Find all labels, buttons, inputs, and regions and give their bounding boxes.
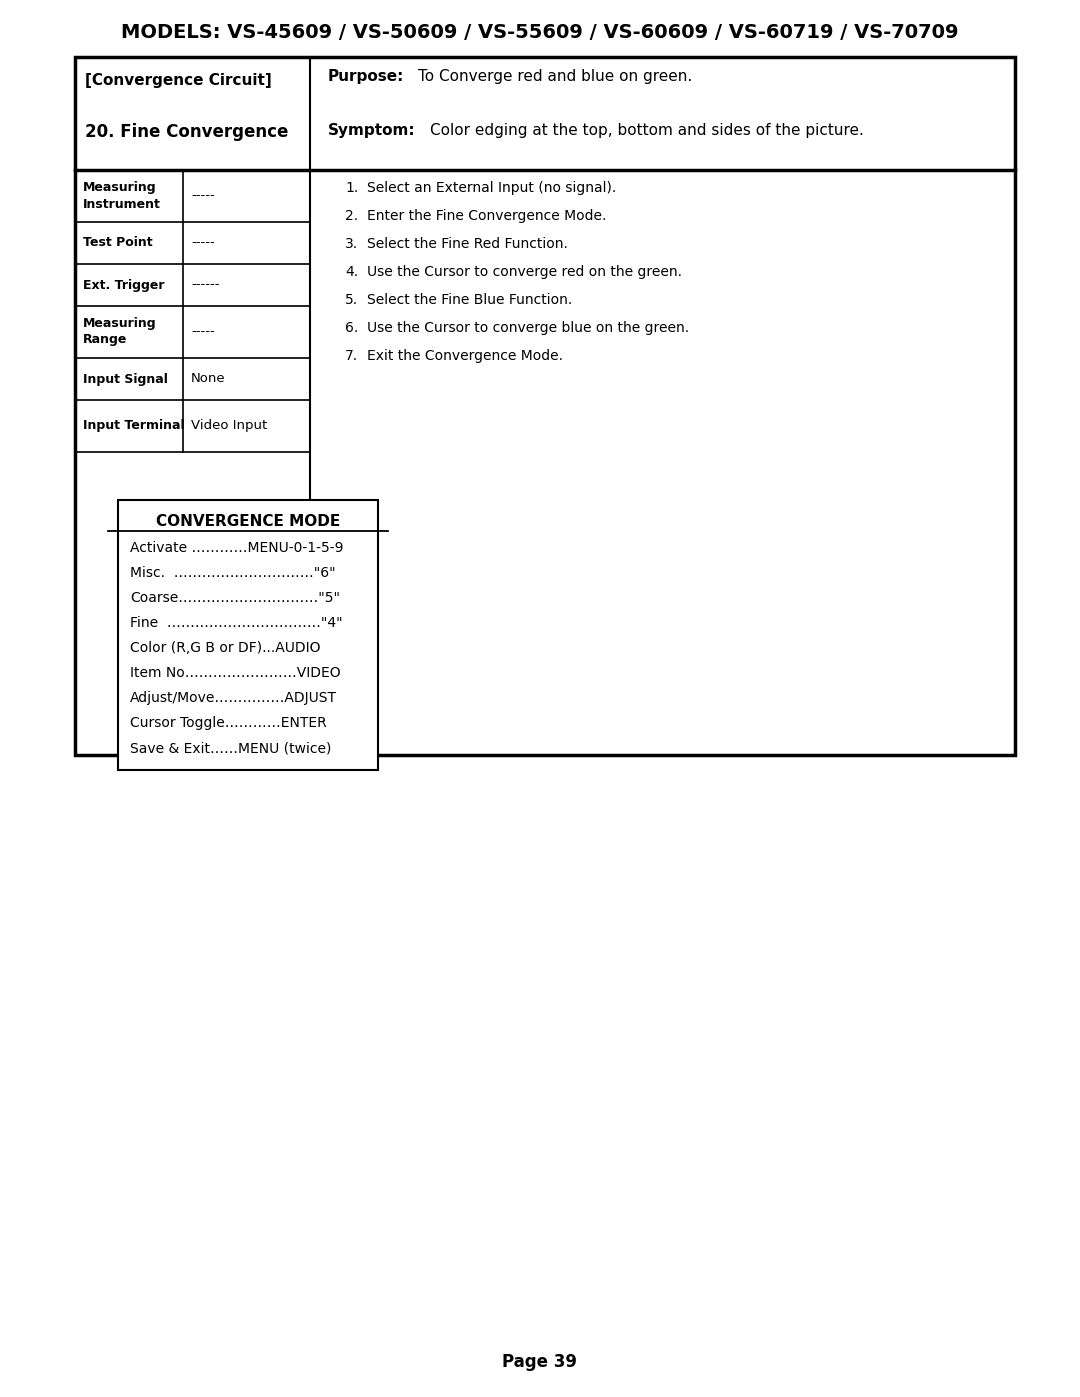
Text: Fine  ……………………………"4": Fine ……………………………"4" bbox=[130, 616, 342, 630]
Text: None: None bbox=[191, 373, 226, 386]
Text: 6.: 6. bbox=[345, 321, 359, 335]
Text: Select the Fine Blue Function.: Select the Fine Blue Function. bbox=[367, 293, 572, 307]
Text: Video Input: Video Input bbox=[191, 419, 267, 433]
Text: Input Terminal: Input Terminal bbox=[83, 419, 185, 433]
Text: MODELS: VS-45609 / VS-50609 / VS-55609 / VS-60609 / VS-60719 / VS-70709: MODELS: VS-45609 / VS-50609 / VS-55609 /… bbox=[121, 24, 959, 42]
Text: Ext. Trigger: Ext. Trigger bbox=[83, 278, 164, 292]
Text: -----: ----- bbox=[191, 326, 215, 338]
Text: Select the Fine Red Function.: Select the Fine Red Function. bbox=[367, 237, 568, 251]
Text: ------: ------ bbox=[191, 278, 219, 292]
Text: Exit the Convergence Mode.: Exit the Convergence Mode. bbox=[367, 349, 563, 363]
Bar bbox=[118, 500, 378, 770]
Text: Symptom:: Symptom: bbox=[328, 123, 416, 137]
Text: To Converge red and blue on green.: To Converge red and blue on green. bbox=[418, 70, 692, 84]
Text: 5.: 5. bbox=[345, 293, 359, 307]
Text: Test Point: Test Point bbox=[83, 236, 152, 250]
Text: Save & Exit……MENU (twice): Save & Exit……MENU (twice) bbox=[130, 740, 332, 754]
Text: Misc.  …………………………"6": Misc. …………………………"6" bbox=[130, 566, 336, 580]
Text: Adjust/Move……………ADJUST: Adjust/Move……………ADJUST bbox=[130, 692, 337, 705]
Text: Measuring
Range: Measuring Range bbox=[83, 317, 157, 346]
Text: CONVERGENCE MODE: CONVERGENCE MODE bbox=[156, 514, 340, 529]
Text: Cursor Toggle…………ENTER: Cursor Toggle…………ENTER bbox=[130, 717, 327, 731]
Text: -----: ----- bbox=[191, 236, 215, 250]
Text: Measuring
Instrument: Measuring Instrument bbox=[83, 182, 161, 211]
Text: Coarse…………………………"5": Coarse…………………………"5" bbox=[130, 591, 340, 605]
Text: Item No……………………VIDEO: Item No……………………VIDEO bbox=[130, 666, 340, 680]
Text: 3.: 3. bbox=[345, 237, 359, 251]
Text: 2.: 2. bbox=[345, 210, 359, 224]
Text: 1.: 1. bbox=[345, 182, 359, 196]
Text: Use the Cursor to converge blue on the green.: Use the Cursor to converge blue on the g… bbox=[367, 321, 689, 335]
Text: 4.: 4. bbox=[345, 265, 359, 279]
Text: 7.: 7. bbox=[345, 349, 359, 363]
Text: Color edging at the top, bottom and sides of the picture.: Color edging at the top, bottom and side… bbox=[430, 123, 864, 137]
Text: [Convergence Circuit]: [Convergence Circuit] bbox=[85, 73, 272, 88]
Text: -----: ----- bbox=[191, 190, 215, 203]
Text: Select an External Input (no signal).: Select an External Input (no signal). bbox=[367, 182, 617, 196]
Text: Input Signal: Input Signal bbox=[83, 373, 167, 386]
Bar bbox=[75, 57, 1015, 754]
Text: Enter the Fine Convergence Mode.: Enter the Fine Convergence Mode. bbox=[367, 210, 606, 224]
Text: Purpose:: Purpose: bbox=[328, 70, 404, 84]
Text: Page 39: Page 39 bbox=[502, 1354, 578, 1370]
Text: Activate …………MENU-0-1-5-9: Activate …………MENU-0-1-5-9 bbox=[130, 541, 343, 555]
Text: 20. Fine Convergence: 20. Fine Convergence bbox=[85, 123, 288, 141]
Text: Color (R,G B or DF)...AUDIO: Color (R,G B or DF)...AUDIO bbox=[130, 641, 321, 655]
Text: Use the Cursor to converge red on the green.: Use the Cursor to converge red on the gr… bbox=[367, 265, 681, 279]
